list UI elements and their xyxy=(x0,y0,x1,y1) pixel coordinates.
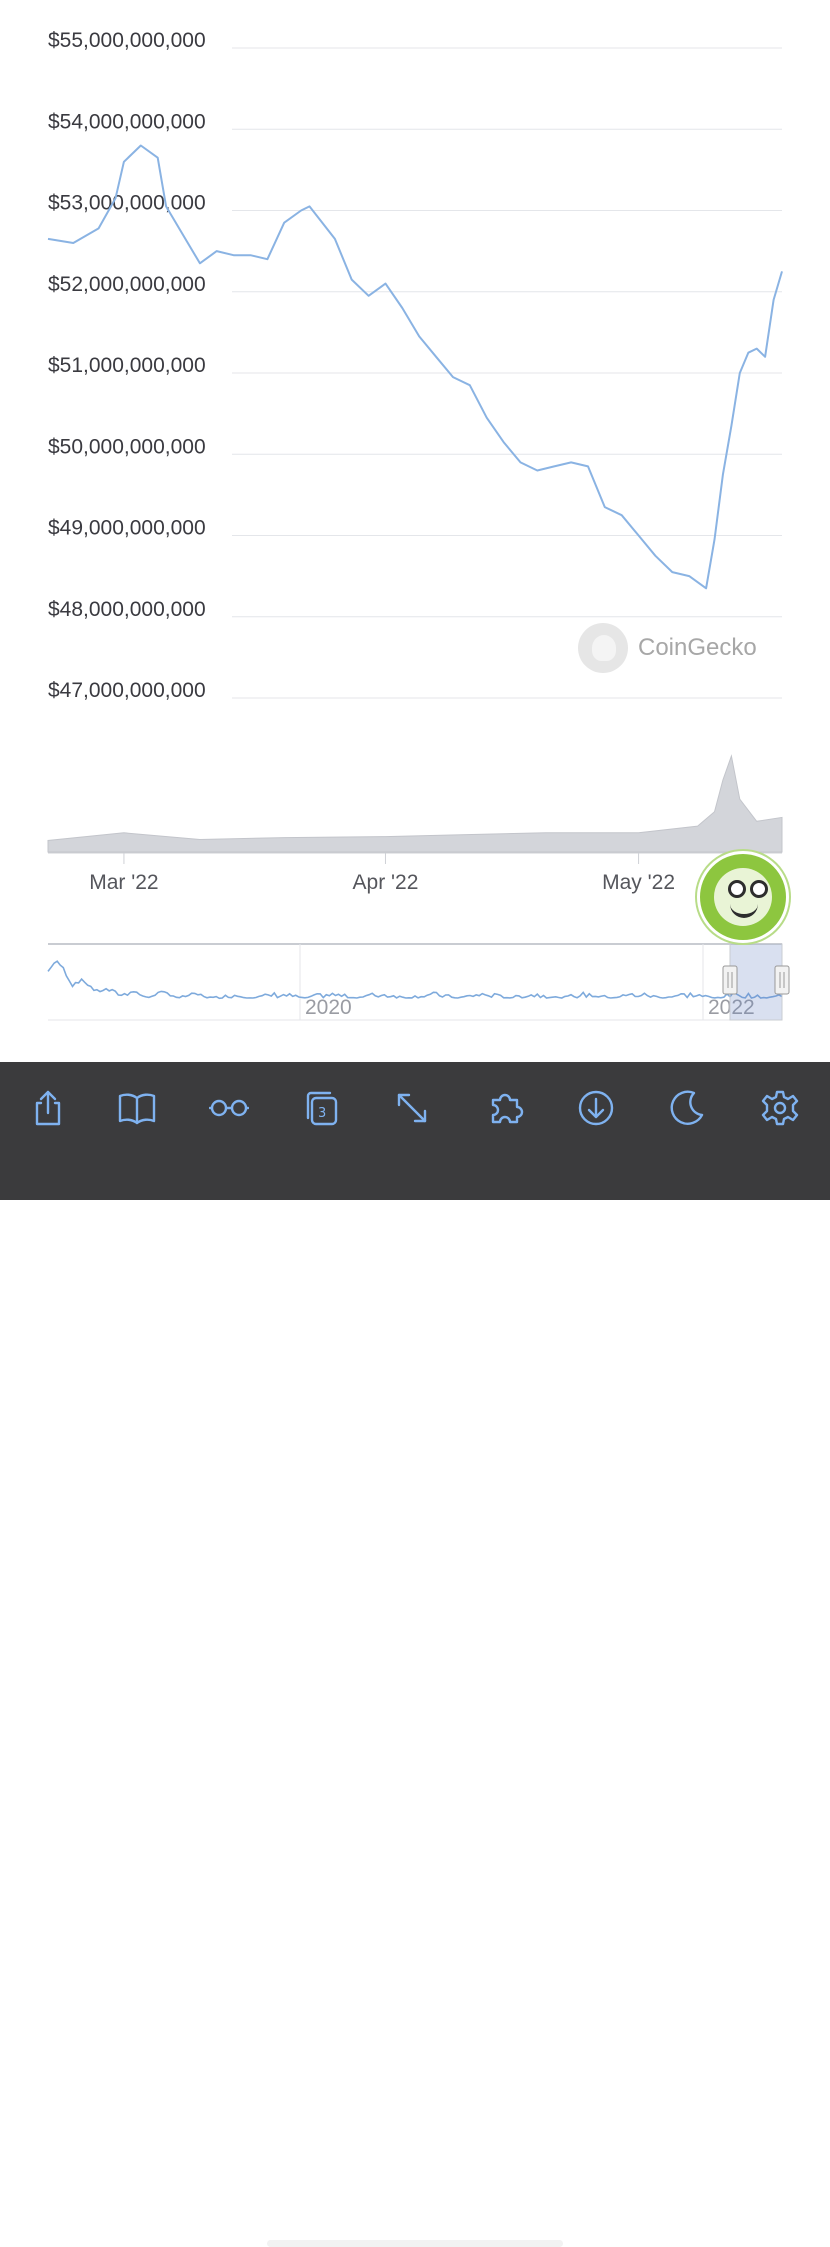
chart-canvas: $55,000,000,000 $54,000,000,000 $53,000,00… xyxy=(47,29,790,1021)
reader-toolbar: 3 xyxy=(0,1062,830,2247)
book-icon[interactable] xyxy=(107,1078,167,1138)
navigator-left-handle[interactable] xyxy=(722,965,738,995)
price-panel xyxy=(47,144,783,590)
grid-lines xyxy=(232,47,782,699)
gear-icon[interactable] xyxy=(750,1078,810,1138)
price-series-line[interactable] xyxy=(47,144,783,590)
navigator-tick-label: 2020 xyxy=(305,996,352,1019)
gecko-mascot-icon[interactable] xyxy=(697,851,789,943)
x-tick-label: Apr '22 xyxy=(353,871,419,894)
navigator-selection[interactable] xyxy=(729,943,783,1021)
home-indicator[interactable] xyxy=(267,2240,563,2247)
x-axis-ticks: Mar '22 Apr '22 May '22 xyxy=(89,853,675,894)
y-tick-label: $47,000,000,000 xyxy=(48,679,206,702)
y-tick-label: $49,000,000,000 xyxy=(48,517,206,540)
volume-area xyxy=(47,754,783,853)
y-tick-label: $51,000,000,000 xyxy=(48,354,206,377)
y-tick-label: $53,000,000,000 xyxy=(48,192,206,215)
y-tick-label: $52,000,000,000 xyxy=(48,273,206,296)
extension-icon[interactable] xyxy=(475,1078,535,1138)
coingecko-watermark: CoinGecko xyxy=(578,622,778,674)
share-icon[interactable] xyxy=(18,1078,78,1138)
y-tick-label: $48,000,000,000 xyxy=(48,598,206,621)
navigator-tick-label: 2022 xyxy=(708,996,755,1019)
y-axis-ticks: $55,000,000,000 $54,000,000,000 $53,000,00… xyxy=(48,29,206,702)
x-tick-label: May '22 xyxy=(602,871,675,894)
y-tick-label: $54,000,000,000 xyxy=(48,110,206,133)
y-tick-label: $50,000,000,000 xyxy=(48,435,206,458)
volume-panel xyxy=(47,754,783,854)
tab-count: 3 xyxy=(318,1106,326,1121)
tabs-icon[interactable]: 3 xyxy=(292,1078,352,1138)
navigator-right-handle[interactable] xyxy=(774,965,790,995)
market-cap-chart[interactable]: $55,000,000,000 $54,000,000,000 $53,000,00… xyxy=(0,0,830,1062)
range-navigator[interactable]: 2020 2022 xyxy=(47,943,790,1021)
glasses-icon[interactable] xyxy=(199,1078,259,1138)
expand-icon[interactable] xyxy=(382,1078,442,1138)
download-icon[interactable] xyxy=(566,1078,626,1138)
navigator-frame xyxy=(48,944,782,1020)
y-tick-label: $55,000,000,000 xyxy=(48,29,206,52)
gecko-logo-icon xyxy=(578,623,628,673)
x-tick-label: Mar '22 xyxy=(89,871,158,894)
moon-icon[interactable] xyxy=(657,1078,717,1138)
watermark-text: CoinGecko xyxy=(638,634,757,661)
navigator-series-line xyxy=(47,960,783,1000)
